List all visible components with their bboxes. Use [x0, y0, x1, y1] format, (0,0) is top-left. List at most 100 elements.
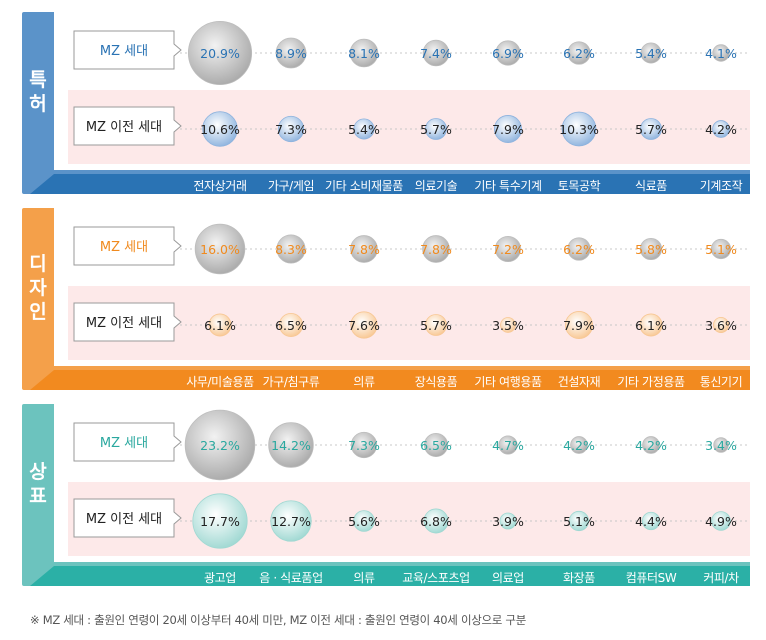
data-label: 4.2%: [563, 438, 595, 453]
bubble: [353, 118, 375, 140]
data-label: 4.1%: [705, 46, 737, 61]
data-label: 6.5%: [420, 438, 452, 453]
data-label: 10.3%: [559, 122, 599, 137]
data-label: 4.4%: [635, 514, 667, 529]
series-label: MZ 세대: [100, 44, 148, 59]
row-background: [68, 210, 750, 284]
category-label: 광고업: [204, 571, 236, 585]
category-label: 가구/게임: [268, 179, 314, 193]
data-label: 4.9%: [705, 514, 737, 529]
row-background: [68, 286, 750, 360]
category-label: 음 · 식료품업: [259, 571, 322, 585]
bubble: [712, 120, 730, 138]
bubble: [192, 493, 248, 549]
bubble: [278, 312, 304, 338]
data-label: 7.9%: [563, 318, 595, 333]
panel-title-char: 자: [29, 277, 47, 299]
category-label: 의류: [353, 375, 375, 389]
data-label: 3.6%: [705, 318, 737, 333]
category-label: 사무/미술용품: [186, 375, 254, 389]
bubble: [194, 223, 246, 275]
bubble: [349, 38, 379, 68]
data-label: 14.2%: [271, 438, 311, 453]
data-label: 3.9%: [492, 514, 524, 529]
data-label: 6.2%: [563, 242, 595, 257]
bubble: [275, 37, 307, 69]
bubble: [565, 311, 593, 339]
data-label: 7.6%: [348, 318, 380, 333]
category-label: 통신기기: [700, 375, 743, 389]
bubble: [711, 511, 731, 531]
category-label: 기타 가정용품: [617, 375, 685, 389]
bubble: [712, 316, 730, 334]
category-bar: [30, 174, 750, 194]
data-label: 23.2%: [200, 438, 240, 453]
row-background: [68, 90, 750, 164]
data-label: 5.6%: [348, 514, 380, 529]
bubble: [208, 313, 232, 337]
bubble: [422, 235, 450, 263]
row-background: [68, 406, 750, 480]
series-label-box: [73, 498, 182, 538]
bubble: [568, 510, 590, 532]
bubble: [270, 500, 312, 542]
data-label: 5.1%: [563, 514, 595, 529]
bubble: [425, 314, 447, 336]
bubble: [713, 437, 729, 453]
panel-title-char: 특: [29, 69, 46, 91]
bubble: [423, 432, 449, 458]
series-label-box: [73, 226, 182, 266]
category-label: 기계조작: [700, 179, 743, 193]
category-label: 의류: [353, 571, 375, 585]
category-label: 컴퓨터SW: [626, 571, 677, 585]
bubble: [276, 234, 306, 264]
bubble: [498, 435, 518, 455]
data-label: 5.1%: [705, 242, 737, 257]
data-label: 6.2%: [563, 46, 595, 61]
bubble: [277, 115, 305, 143]
data-label: 5.8%: [635, 242, 667, 257]
data-label: 12.7%: [271, 514, 311, 529]
bubble: [353, 510, 375, 532]
series-label: MZ 세대: [100, 436, 148, 451]
panel-1: 디자인 MZ 세대 16.0% 8.3% 7.8% 7.8% 7.2% 6.2% 5.8% 5.1…: [22, 208, 750, 390]
bubble: [495, 40, 521, 66]
data-label: 7.3%: [275, 122, 307, 137]
category-label: 의료기술: [415, 179, 458, 193]
bubble: [350, 431, 378, 459]
data-label: 16.0%: [200, 242, 240, 257]
series-label: MZ 세대: [100, 240, 148, 255]
data-label: 7.8%: [348, 242, 380, 257]
bubble: [712, 44, 730, 62]
bubble: [561, 111, 597, 147]
category-bar: [30, 566, 750, 586]
bubble: [642, 436, 660, 454]
footnote: ※ MZ 세대 : 출원인 연령이 20세 이상부터 40세 미만, MZ 이전…: [30, 613, 526, 627]
bubble: [350, 235, 378, 263]
data-label: 5.7%: [420, 122, 452, 137]
category-label: 장식용품: [415, 375, 458, 389]
data-label: 5.7%: [635, 122, 667, 137]
bubble: [639, 313, 663, 337]
bubble: [184, 409, 256, 481]
data-label: 7.9%: [492, 122, 524, 137]
category-bar: [30, 370, 750, 390]
series-label-box: [73, 302, 182, 342]
bubble: [494, 115, 522, 143]
bubble: [422, 39, 450, 67]
data-label: 4.2%: [705, 122, 737, 137]
data-label: 20.9%: [200, 46, 240, 61]
data-label: 7.2%: [492, 242, 524, 257]
series-label-box: [73, 30, 182, 70]
bubble: [350, 311, 378, 339]
data-label: 4.7%: [492, 438, 524, 453]
bubble: [187, 20, 253, 86]
data-label: 7.8%: [420, 242, 452, 257]
series-label-box: [73, 422, 182, 462]
series-label: MZ 이전 세대: [86, 120, 162, 135]
data-label: 5.4%: [635, 46, 667, 61]
data-label: 6.1%: [204, 318, 236, 333]
category-label: 커피/차: [703, 571, 739, 585]
category-label: 기타 소비재물품: [325, 179, 403, 193]
